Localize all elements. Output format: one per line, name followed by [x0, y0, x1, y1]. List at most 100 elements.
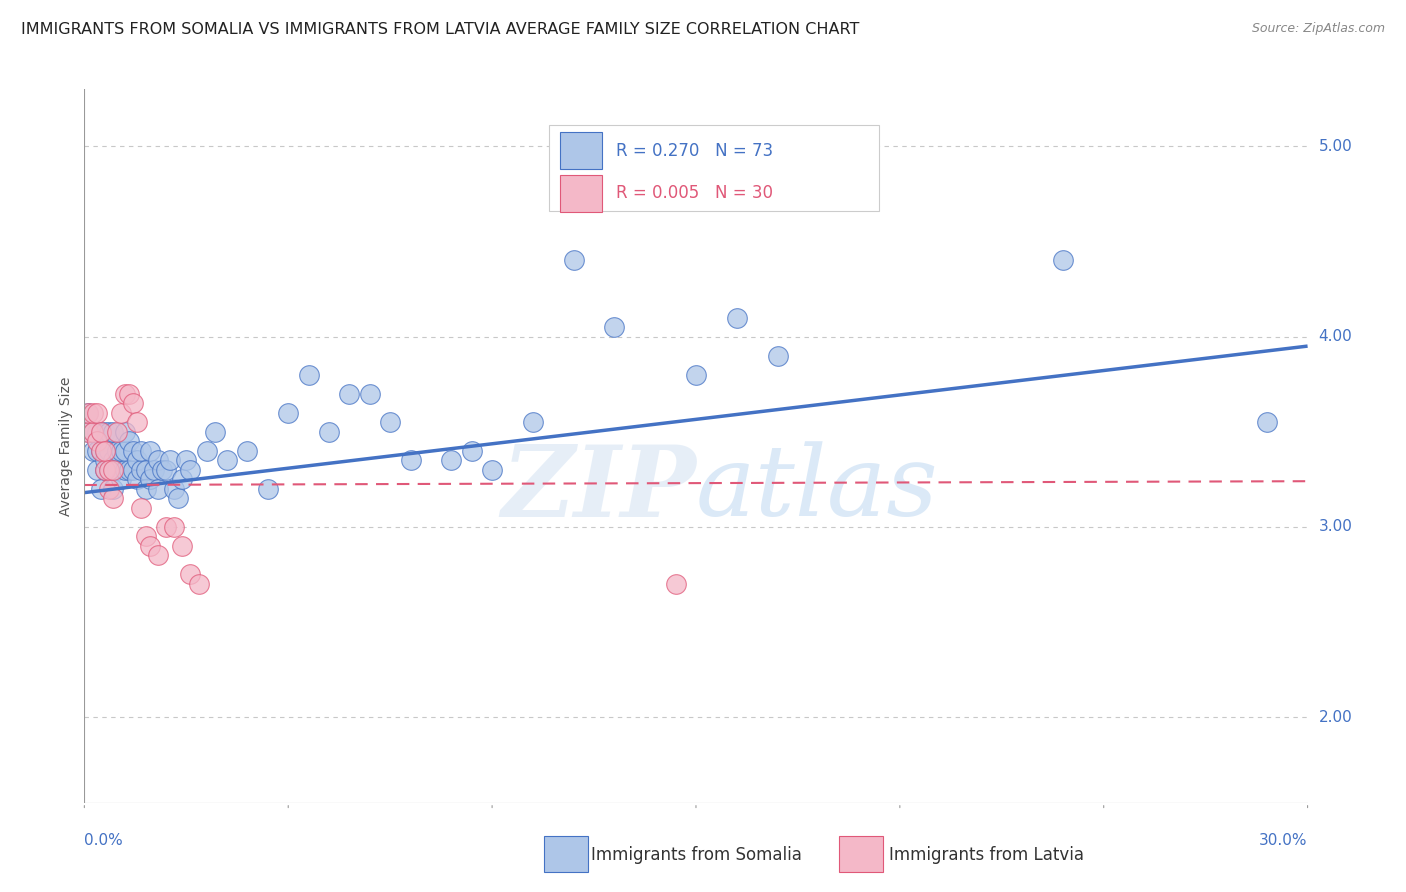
Point	[179, 463, 201, 477]
Point	[146, 453, 169, 467]
Point	[562, 253, 585, 268]
Point	[93, 443, 115, 458]
Point	[93, 425, 115, 439]
Point	[318, 425, 340, 439]
Point	[146, 482, 169, 496]
Point	[93, 443, 115, 458]
Point	[114, 463, 136, 477]
Point	[127, 472, 149, 486]
Text: 5.00: 5.00	[1319, 139, 1353, 153]
Text: Immigrants from Somalia: Immigrants from Somalia	[591, 846, 801, 863]
Point	[82, 406, 104, 420]
Point	[135, 482, 157, 496]
FancyBboxPatch shape	[550, 125, 880, 211]
Point	[131, 463, 153, 477]
Point	[277, 406, 299, 420]
Point	[114, 443, 136, 458]
Point	[101, 463, 124, 477]
Point	[82, 425, 104, 439]
Point	[138, 472, 160, 486]
Point	[359, 386, 381, 401]
Point	[77, 425, 100, 439]
Point	[298, 368, 321, 382]
Point	[522, 415, 544, 429]
Point	[187, 577, 209, 591]
Point	[97, 463, 120, 477]
Point	[167, 491, 190, 506]
Point	[127, 415, 149, 429]
Point	[461, 443, 484, 458]
Point	[685, 368, 707, 382]
Point	[86, 443, 108, 458]
Text: Immigrants from Latvia: Immigrants from Latvia	[889, 846, 1084, 863]
Point	[127, 453, 149, 467]
Text: Source: ZipAtlas.com: Source: ZipAtlas.com	[1251, 22, 1385, 36]
Point	[90, 425, 112, 439]
Text: R = 0.270   N = 73: R = 0.270 N = 73	[616, 142, 773, 160]
Point	[236, 443, 259, 458]
Point	[122, 396, 145, 410]
Point	[122, 463, 145, 477]
Point	[77, 406, 100, 420]
Point	[105, 463, 128, 477]
Point	[82, 425, 104, 439]
Point	[204, 425, 226, 439]
Point	[105, 425, 128, 439]
Point	[150, 463, 173, 477]
Point	[138, 539, 160, 553]
Point	[155, 463, 177, 477]
Point	[118, 463, 141, 477]
Point	[142, 463, 165, 477]
Point	[90, 443, 112, 458]
Point	[93, 463, 115, 477]
Point	[97, 425, 120, 439]
Point	[86, 434, 108, 449]
Point	[138, 443, 160, 458]
Point	[90, 425, 112, 439]
Point	[664, 577, 686, 591]
Point	[131, 443, 153, 458]
Point	[118, 434, 141, 449]
Point	[766, 349, 789, 363]
Text: 3.00: 3.00	[1319, 519, 1353, 534]
Point	[163, 520, 186, 534]
Point	[110, 472, 132, 486]
Point	[339, 386, 360, 401]
Point	[195, 443, 218, 458]
Point	[77, 406, 100, 420]
Point	[725, 310, 748, 325]
Point	[603, 320, 626, 334]
Y-axis label: Average Family Size: Average Family Size	[59, 376, 73, 516]
Point	[90, 443, 112, 458]
Point	[86, 463, 108, 477]
Point	[110, 406, 132, 420]
Point	[155, 520, 177, 534]
Point	[97, 482, 120, 496]
Point	[77, 425, 100, 439]
Point	[172, 539, 194, 553]
FancyBboxPatch shape	[560, 175, 602, 211]
Text: R = 0.005   N = 30: R = 0.005 N = 30	[616, 185, 773, 202]
Point	[440, 453, 463, 467]
Point	[1256, 415, 1278, 429]
Point	[380, 415, 402, 429]
Point	[90, 482, 112, 496]
Text: atlas: atlas	[696, 442, 939, 536]
Point	[82, 443, 104, 458]
Point	[118, 386, 141, 401]
Point	[101, 425, 124, 439]
Point	[101, 482, 124, 496]
FancyBboxPatch shape	[560, 132, 602, 169]
Point	[146, 549, 169, 563]
Point	[257, 482, 280, 496]
Point	[86, 425, 108, 439]
Text: 30.0%: 30.0%	[1260, 833, 1308, 848]
Point	[174, 453, 197, 467]
Point	[399, 453, 422, 467]
Point	[110, 443, 132, 458]
Point	[163, 482, 186, 496]
Point	[114, 386, 136, 401]
Point	[481, 463, 503, 477]
Point	[97, 443, 120, 458]
Text: 0.0%: 0.0%	[84, 833, 124, 848]
